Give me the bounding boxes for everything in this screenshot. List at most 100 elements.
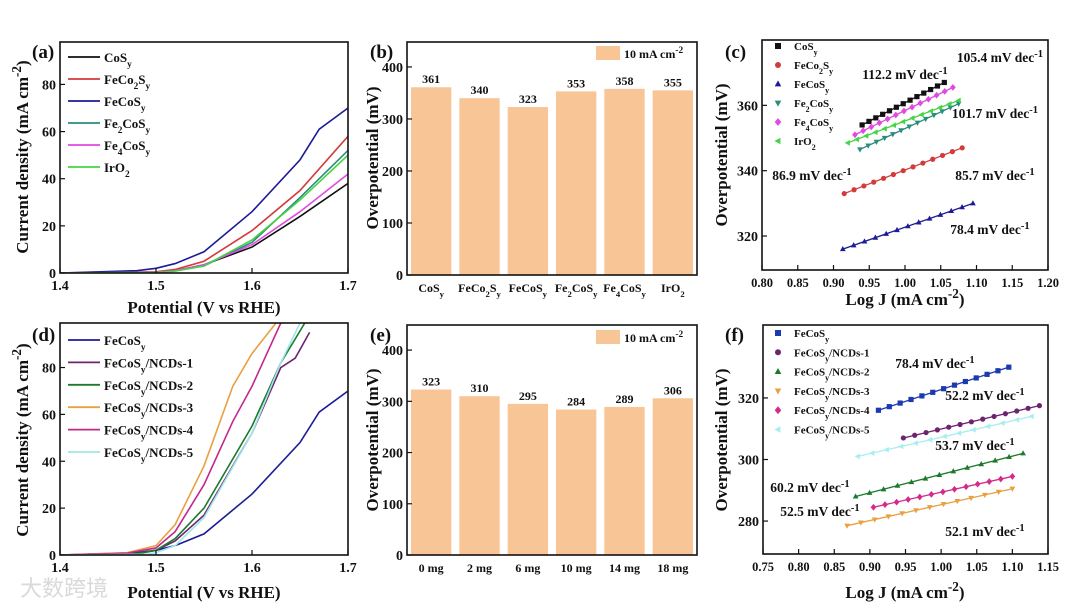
x-tick-label: 1.5: [147, 561, 165, 576]
legend-label: IrO2: [104, 160, 130, 180]
y-tick-label: 200: [382, 447, 403, 462]
data-point: [1002, 411, 1009, 417]
bar-value-label: 323: [519, 92, 537, 106]
data-point: [851, 187, 857, 193]
data-point: [894, 226, 900, 233]
axes-frame: [59, 41, 349, 274]
legend-label: FeCoSy/NCDs-5: [794, 425, 870, 441]
legend-label: FeCoSy/NCDs-3: [794, 386, 870, 402]
data-point: [872, 129, 878, 136]
bar-5: [652, 398, 693, 555]
y-axis-label: Overpotential (mV): [363, 86, 382, 229]
data-point: [950, 83, 956, 91]
x-axis-label: Potential (V vs RHE): [127, 583, 280, 602]
slope-label: 52.5 mV dec-1: [780, 503, 859, 520]
data-point: [880, 111, 886, 117]
slope-label: 60.2 mV dec-1: [770, 479, 849, 496]
data-point: [928, 491, 935, 498]
legend-label: FeCoSy: [794, 79, 829, 95]
y-tick-label: 340: [737, 165, 758, 180]
data-point: [899, 511, 906, 517]
data-point: [870, 503, 877, 511]
data-point: [852, 493, 859, 499]
x-tick-label: 1.7: [339, 561, 357, 576]
y-tick-label: 300: [382, 113, 403, 128]
data-point: [951, 382, 958, 388]
legend-label: FeCoSy: [104, 94, 146, 114]
data-point: [859, 122, 865, 128]
panel-label: (e): [370, 325, 391, 346]
data-point: [954, 498, 961, 505]
series-line-4: [60, 173, 348, 273]
data-point: [1014, 416, 1020, 423]
data-point: [1009, 473, 1016, 480]
data-point: [931, 113, 937, 119]
data-point: [909, 115, 915, 121]
data-point: [898, 128, 904, 134]
y-axis-label: Overpotential (mV): [363, 368, 382, 511]
axes-frame: [406, 41, 698, 276]
data-point: [868, 123, 875, 131]
data-point: [1020, 450, 1026, 456]
x-tick-label: 1.6: [243, 279, 261, 294]
panel-label: (c): [725, 42, 746, 63]
category-tick-label: 2 mg: [467, 561, 492, 575]
data-point: [919, 393, 925, 399]
data-point: [937, 104, 943, 111]
bar-value-label: 289: [616, 392, 634, 406]
legend-marker: [774, 100, 782, 107]
y-tick-label: 40: [42, 173, 56, 188]
x-tick-label: 1.10: [1001, 560, 1023, 574]
bar-value-label: 295: [519, 389, 537, 403]
legend-label: IrO2: [794, 136, 816, 152]
x-tick-label: 0.85: [823, 560, 845, 574]
data-point: [980, 416, 986, 422]
data-point: [876, 119, 883, 127]
x-axis-label: Log J (mA cm-2): [845, 286, 964, 310]
data-point: [900, 435, 906, 441]
data-point: [973, 375, 979, 381]
bar-4: [604, 88, 645, 275]
category-tick-label: 10 mg: [561, 561, 592, 575]
data-point: [890, 122, 897, 129]
data-point: [917, 99, 924, 107]
data-point: [910, 164, 916, 170]
data-point: [875, 407, 882, 413]
data-point: [995, 489, 1002, 495]
data-point: [937, 211, 944, 217]
x-tick-label: 1.15: [1001, 276, 1023, 290]
legend-marker: [775, 330, 781, 336]
data-point: [926, 505, 933, 511]
legend-label: FeCoSy/NCDs-3: [104, 400, 194, 420]
y-tick-label: 400: [382, 344, 403, 359]
data-point: [841, 190, 847, 197]
bar-5: [652, 90, 693, 275]
data-point: [939, 109, 946, 115]
data-point: [912, 432, 918, 438]
data-point: [886, 404, 892, 410]
watermark: 大数跨境: [20, 577, 108, 602]
data-point: [955, 97, 961, 104]
category-tick-label: IrO2: [661, 281, 685, 299]
legend-label: FeCo2Sy: [794, 60, 833, 76]
data-point: [939, 152, 946, 159]
data-point: [881, 135, 888, 142]
bar-2: [507, 403, 548, 555]
y-axis-label: Current density (mA cm-2): [9, 60, 33, 253]
data-point: [857, 147, 863, 153]
data-point: [963, 483, 969, 491]
y-tick-label: 60: [42, 408, 56, 423]
data-point: [922, 116, 929, 123]
x-tick-label: 1.05: [930, 276, 952, 290]
data-point: [871, 517, 878, 523]
data-point: [926, 215, 933, 221]
y-tick-label: 300: [382, 395, 403, 410]
data-point: [853, 136, 860, 143]
axes-frame: [59, 322, 349, 556]
data-point: [882, 501, 888, 509]
data-point: [893, 498, 900, 506]
data-point: [957, 421, 963, 428]
data-point: [920, 160, 926, 166]
data-point: [889, 132, 896, 138]
data-point: [930, 389, 936, 395]
